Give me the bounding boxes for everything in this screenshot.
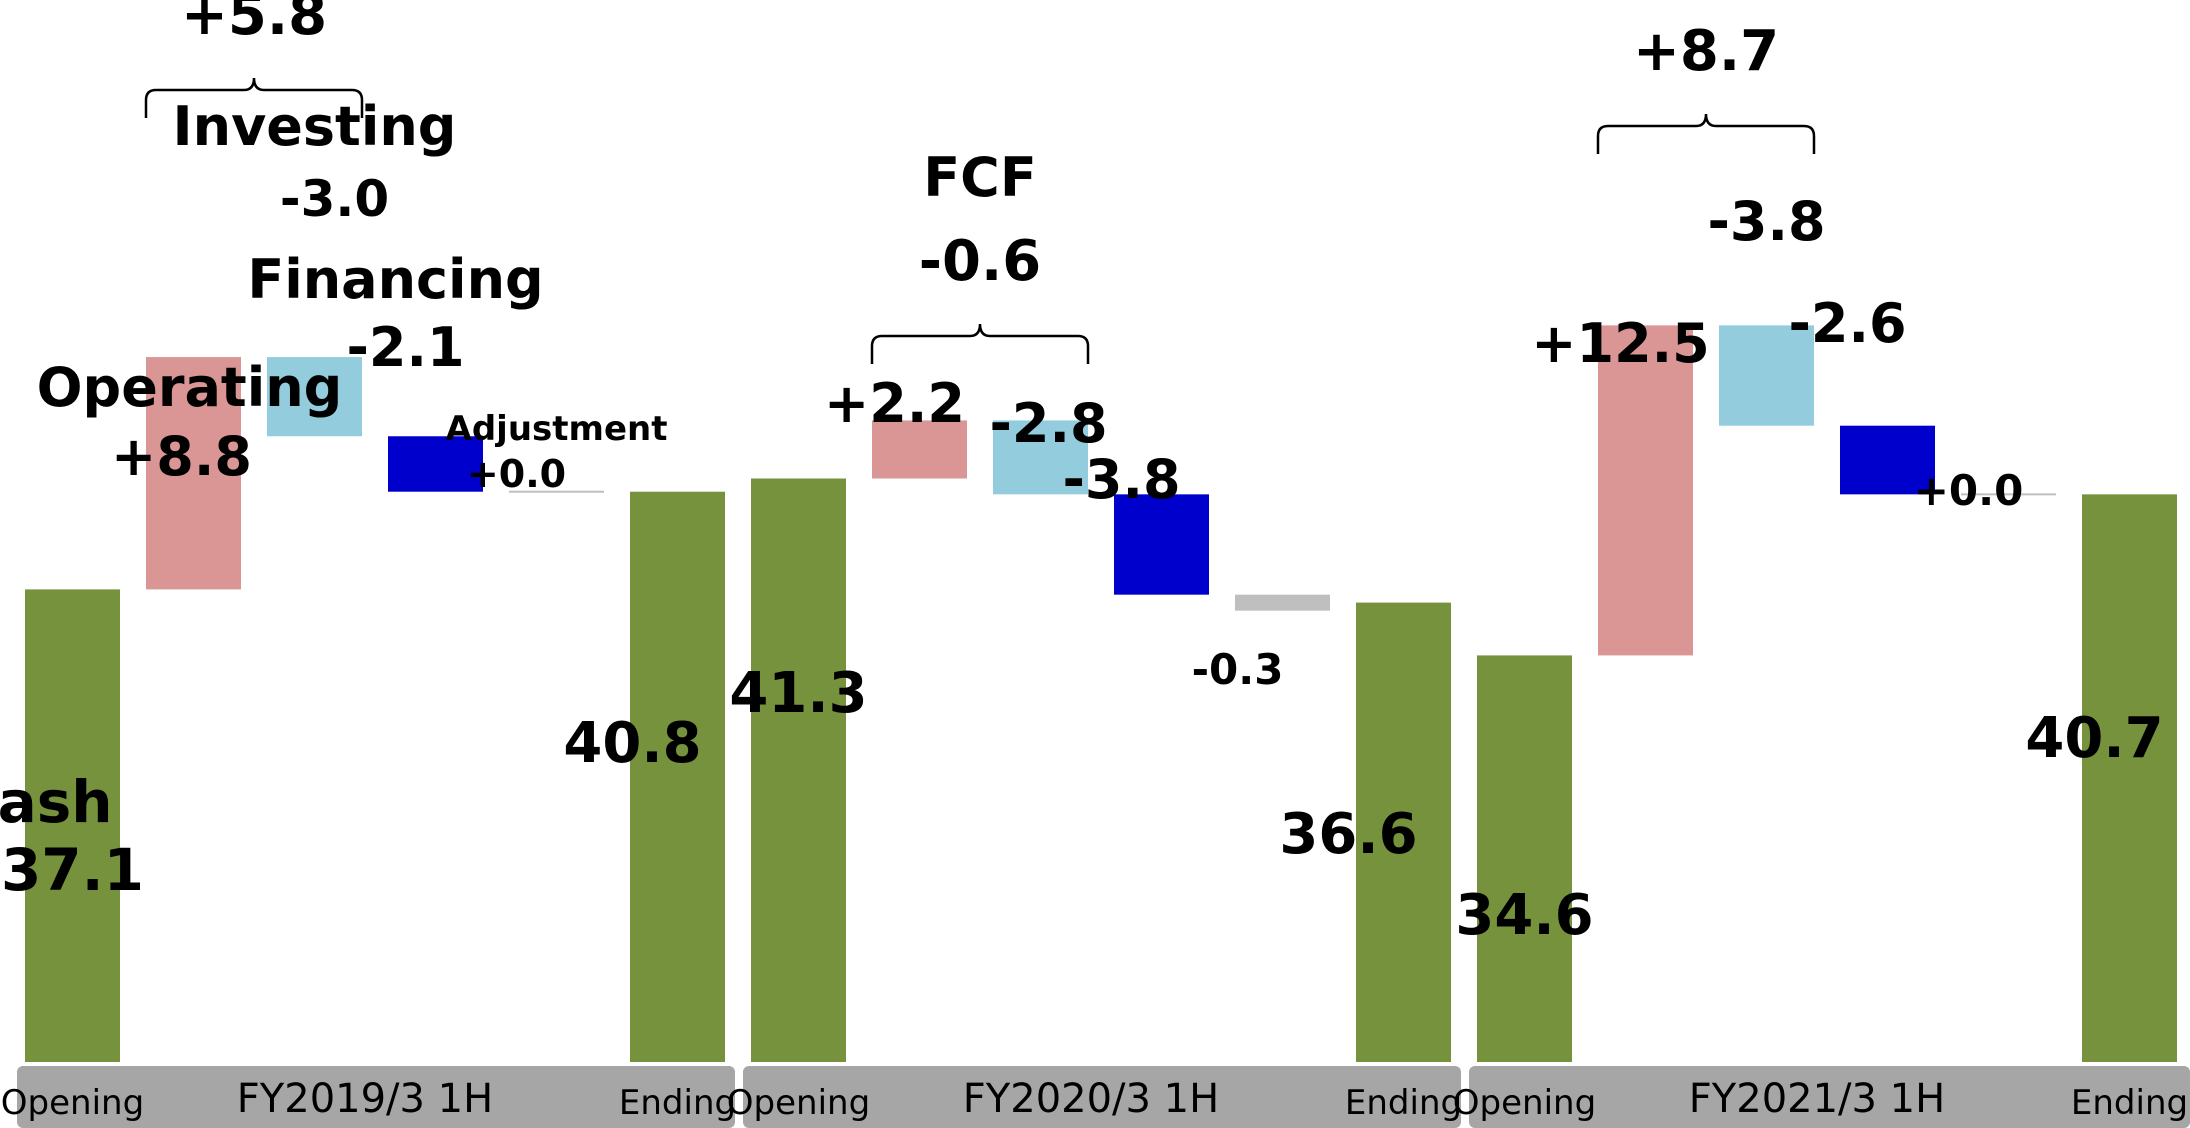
bars-layer [25, 325, 2177, 1063]
fcf-brace [870, 323, 1090, 364]
bar-fy2021-3-1h-1-cash [1477, 655, 1572, 1062]
fcf-label: FCF [923, 146, 1036, 209]
bar-fy2020-3-1h-1-cash [751, 478, 846, 1062]
bar-fy2021-3-1h-2-operating [1598, 325, 1693, 656]
caption-operating: Operating [37, 356, 343, 419]
group-label: FY2019/3 1H [237, 1076, 493, 1122]
axis-band [1469, 1066, 2190, 1128]
tick-label-ending: Ending [2071, 1083, 2188, 1123]
bar-fy2019-3-1h-2-operating [146, 357, 241, 590]
axis-band [17, 1066, 735, 1128]
value-label-cash: 41.3 [729, 661, 867, 726]
value-label-operating: +8.8 [111, 425, 252, 488]
caption-financing: Financing [247, 248, 543, 311]
bar-fy2020-3-1h-4-financing [1114, 494, 1209, 595]
value-label-operating: +2.2 [824, 372, 965, 435]
value-label-investing: -2.8 [989, 392, 1107, 455]
axis-band [743, 1066, 1461, 1128]
tick-label-ending: Ending [1345, 1083, 1462, 1123]
value-label-operating: +12.5 [1531, 312, 1709, 375]
tick-label-opening: Opening [727, 1083, 870, 1123]
tick-label-ending: Ending [619, 1083, 736, 1123]
bar-fy2019-3-1h-6-cash [630, 491, 725, 1063]
bar-fy2019-3-1h-3-investing [267, 357, 362, 437]
bar-fy2019-3-1h-1-cash [25, 589, 120, 1062]
bar-fy2019-3-1h-4-financing [388, 436, 483, 492]
fcf-braces-layer [144, 77, 1816, 364]
bar-fy2020-3-1h-5-adjustment [1235, 594, 1330, 611]
bar-fy2021-3-1h-3-investing [1719, 325, 1814, 426]
bar-fy2021-3-1h-6-cash [2082, 494, 2177, 1063]
bar-fy2021-3-1h-5-adjustment [1961, 493, 2056, 496]
group-label: FY2020/3 1H [963, 1076, 1219, 1122]
bar-fy2020-3-1h-6-cash [1356, 602, 1451, 1062]
fcf-brace [1596, 113, 1816, 154]
value-label-adjustment: +0.0 [467, 452, 566, 496]
caption-cash: Cash [0, 768, 113, 836]
value-label-cash: 36.6 [1279, 802, 1417, 867]
value-label-financing: -2.1 [346, 316, 464, 379]
value-label-cash: 34.6 [1455, 883, 1593, 948]
caption-adjustment: Adjustment [446, 409, 668, 449]
fcf-value-label: +8.7 [1633, 19, 1779, 84]
group-label: FY2021/3 1H [1689, 1076, 1945, 1122]
value-label-cash: 40.8 [563, 711, 701, 776]
value-label-adjustment: +0.0 [1914, 466, 2024, 515]
bar-fy2020-3-1h-3-investing [993, 420, 1088, 495]
value-label-cash: 37.1 [1, 836, 144, 904]
caption-investing: Investing [173, 95, 457, 158]
value-label-investing: -3.0 [280, 170, 389, 228]
value-label-adjustment: -0.3 [1192, 645, 1284, 694]
fcf-value-label: -0.6 [919, 229, 1041, 294]
value-label-financing: -3.8 [1062, 448, 1180, 511]
value-label-cash: 40.7 [2025, 706, 2163, 771]
value-label-investing: -3.8 [1707, 190, 1825, 253]
tick-label-opening: Opening [1453, 1083, 1596, 1123]
bar-fy2019-3-1h-5-adjustment [509, 490, 604, 493]
bar-fy2020-3-1h-2-operating [872, 420, 967, 479]
value-label-financing: -2.6 [1788, 292, 1906, 355]
tick-label-opening: Opening [1, 1083, 144, 1123]
fcf-brace [144, 77, 364, 118]
bar-fy2021-3-1h-4-financing [1840, 425, 1935, 495]
fcf-value-label: +5.8 [181, 0, 327, 48]
